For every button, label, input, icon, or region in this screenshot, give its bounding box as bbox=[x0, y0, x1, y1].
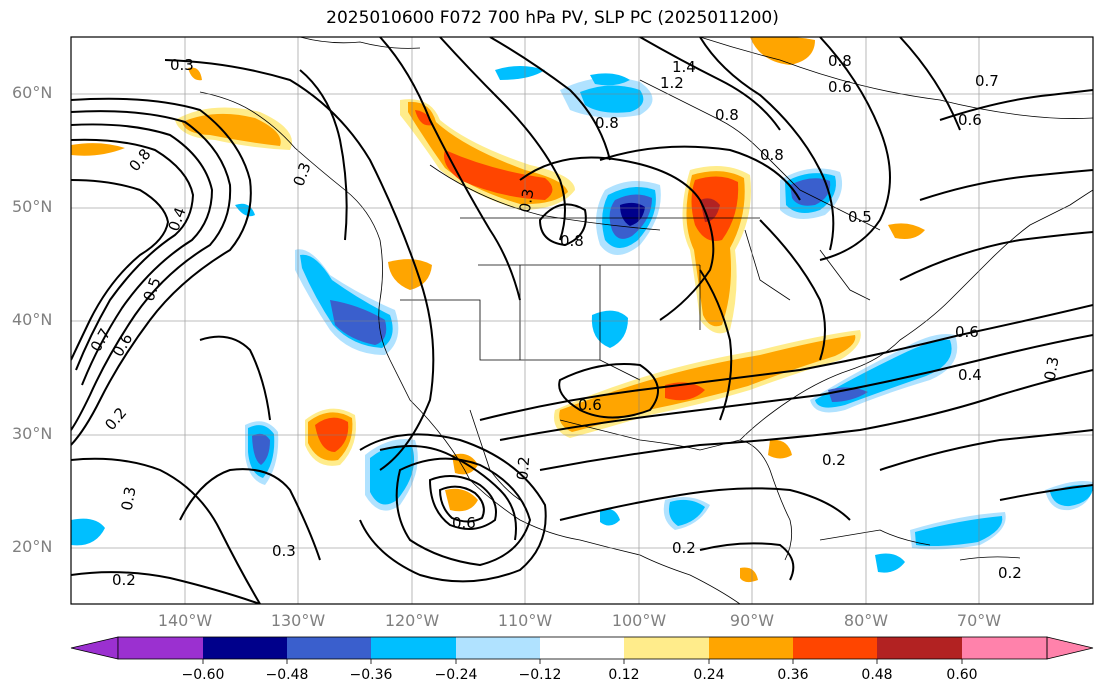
colorbar-tick-label: −0.60 bbox=[181, 667, 225, 683]
contour-label: 0.8 bbox=[715, 106, 739, 124]
contour-label: 0.8 bbox=[595, 114, 619, 132]
colorbar-tick-label: −0.48 bbox=[265, 667, 309, 683]
contour-label: 1.2 bbox=[660, 74, 684, 92]
lon-label: 120°W bbox=[384, 611, 440, 630]
colorbar-extend-low bbox=[70, 636, 119, 660]
lon-label: 110°W bbox=[497, 611, 553, 630]
lon-label: 130°W bbox=[270, 611, 326, 630]
lon-label: 80°W bbox=[843, 611, 889, 630]
lat-label: 50°N bbox=[12, 197, 53, 216]
contour-label: 0.8 bbox=[828, 52, 852, 70]
map-frame bbox=[70, 36, 1094, 605]
slp-contours bbox=[71, 37, 1093, 604]
colorbar-tick-label: 0.60 bbox=[946, 667, 978, 683]
contour-label: 0.6 bbox=[828, 78, 852, 96]
contour-label: 0.4 bbox=[958, 366, 982, 384]
colorbar-segment bbox=[371, 637, 456, 659]
lon-label: 100°W bbox=[611, 611, 667, 630]
lon-label: 140°W bbox=[157, 611, 213, 630]
colorbar-tick-label: 0.36 bbox=[777, 667, 809, 683]
map-title: 2025010600 F072 700 hPa PV, SLP PC (2025… bbox=[326, 8, 779, 28]
lat-label: 60°N bbox=[12, 83, 53, 102]
colorbar-segment bbox=[709, 637, 793, 659]
contour-label: 0.2 bbox=[513, 456, 533, 481]
contour-label: 0.2 bbox=[998, 564, 1022, 582]
colorbar-segment bbox=[962, 637, 1047, 659]
contour-label: 0.3 bbox=[272, 542, 296, 560]
colorbar-tick-label: −0.36 bbox=[349, 667, 393, 683]
contour-label: 0.3 bbox=[170, 56, 194, 74]
contour-label: 0.2 bbox=[112, 571, 136, 589]
contour-label: 1.4 bbox=[672, 58, 696, 76]
contour-label: 0.3 bbox=[1041, 355, 1063, 382]
lat-label: 40°N bbox=[12, 310, 53, 329]
colorbar-segment bbox=[203, 637, 287, 659]
colorbar-segment bbox=[287, 637, 371, 659]
colorbar-tick-label: −0.12 bbox=[518, 667, 562, 683]
contour-label: 0.8 bbox=[560, 232, 584, 250]
contour-label: 0.2 bbox=[822, 451, 846, 469]
colorbar-segment bbox=[624, 637, 709, 659]
colorbar-tick-label: 0.24 bbox=[693, 667, 725, 683]
colorbar-tick-label: 0.12 bbox=[608, 667, 640, 683]
contour-label: 0.7 bbox=[975, 72, 999, 90]
colorbar-tick-label: 0.48 bbox=[861, 667, 893, 683]
lon-label: 70°W bbox=[956, 611, 1002, 630]
map-content: 0.3 0.8 0.4 0.5 0.6 0.7 0.2 0.3 0.3 0.2 … bbox=[71, 37, 1093, 604]
pv-shading bbox=[71, 37, 1093, 583]
contour-label: 0.3 bbox=[118, 485, 140, 512]
lat-label: 30°N bbox=[12, 424, 53, 443]
colorbar-segment bbox=[877, 637, 962, 659]
contour-label: 0.2 bbox=[672, 539, 696, 557]
lon-label: 90°W bbox=[729, 611, 775, 630]
colorbar-extend-high bbox=[1046, 636, 1094, 660]
contour-label: 0.8 bbox=[760, 146, 784, 164]
colorbar-segment bbox=[793, 637, 877, 659]
contour-label: 0.6 bbox=[958, 111, 982, 129]
contour-label: 0.6 bbox=[578, 396, 602, 414]
colorbar bbox=[70, 636, 1094, 664]
contour-label: 0.3 bbox=[516, 187, 538, 214]
contour-label: 0.6 bbox=[452, 514, 476, 532]
colorbar-segment bbox=[456, 637, 540, 659]
colorbar-segment bbox=[118, 637, 203, 659]
contour-label: 0.6 bbox=[955, 323, 979, 341]
lat-label: 20°N bbox=[12, 537, 53, 556]
colorbar-tick-label: −0.24 bbox=[434, 667, 478, 683]
contour-label: 0.5 bbox=[848, 208, 872, 226]
colorbar-segment bbox=[540, 637, 624, 659]
coastlines bbox=[199, 37, 1093, 604]
